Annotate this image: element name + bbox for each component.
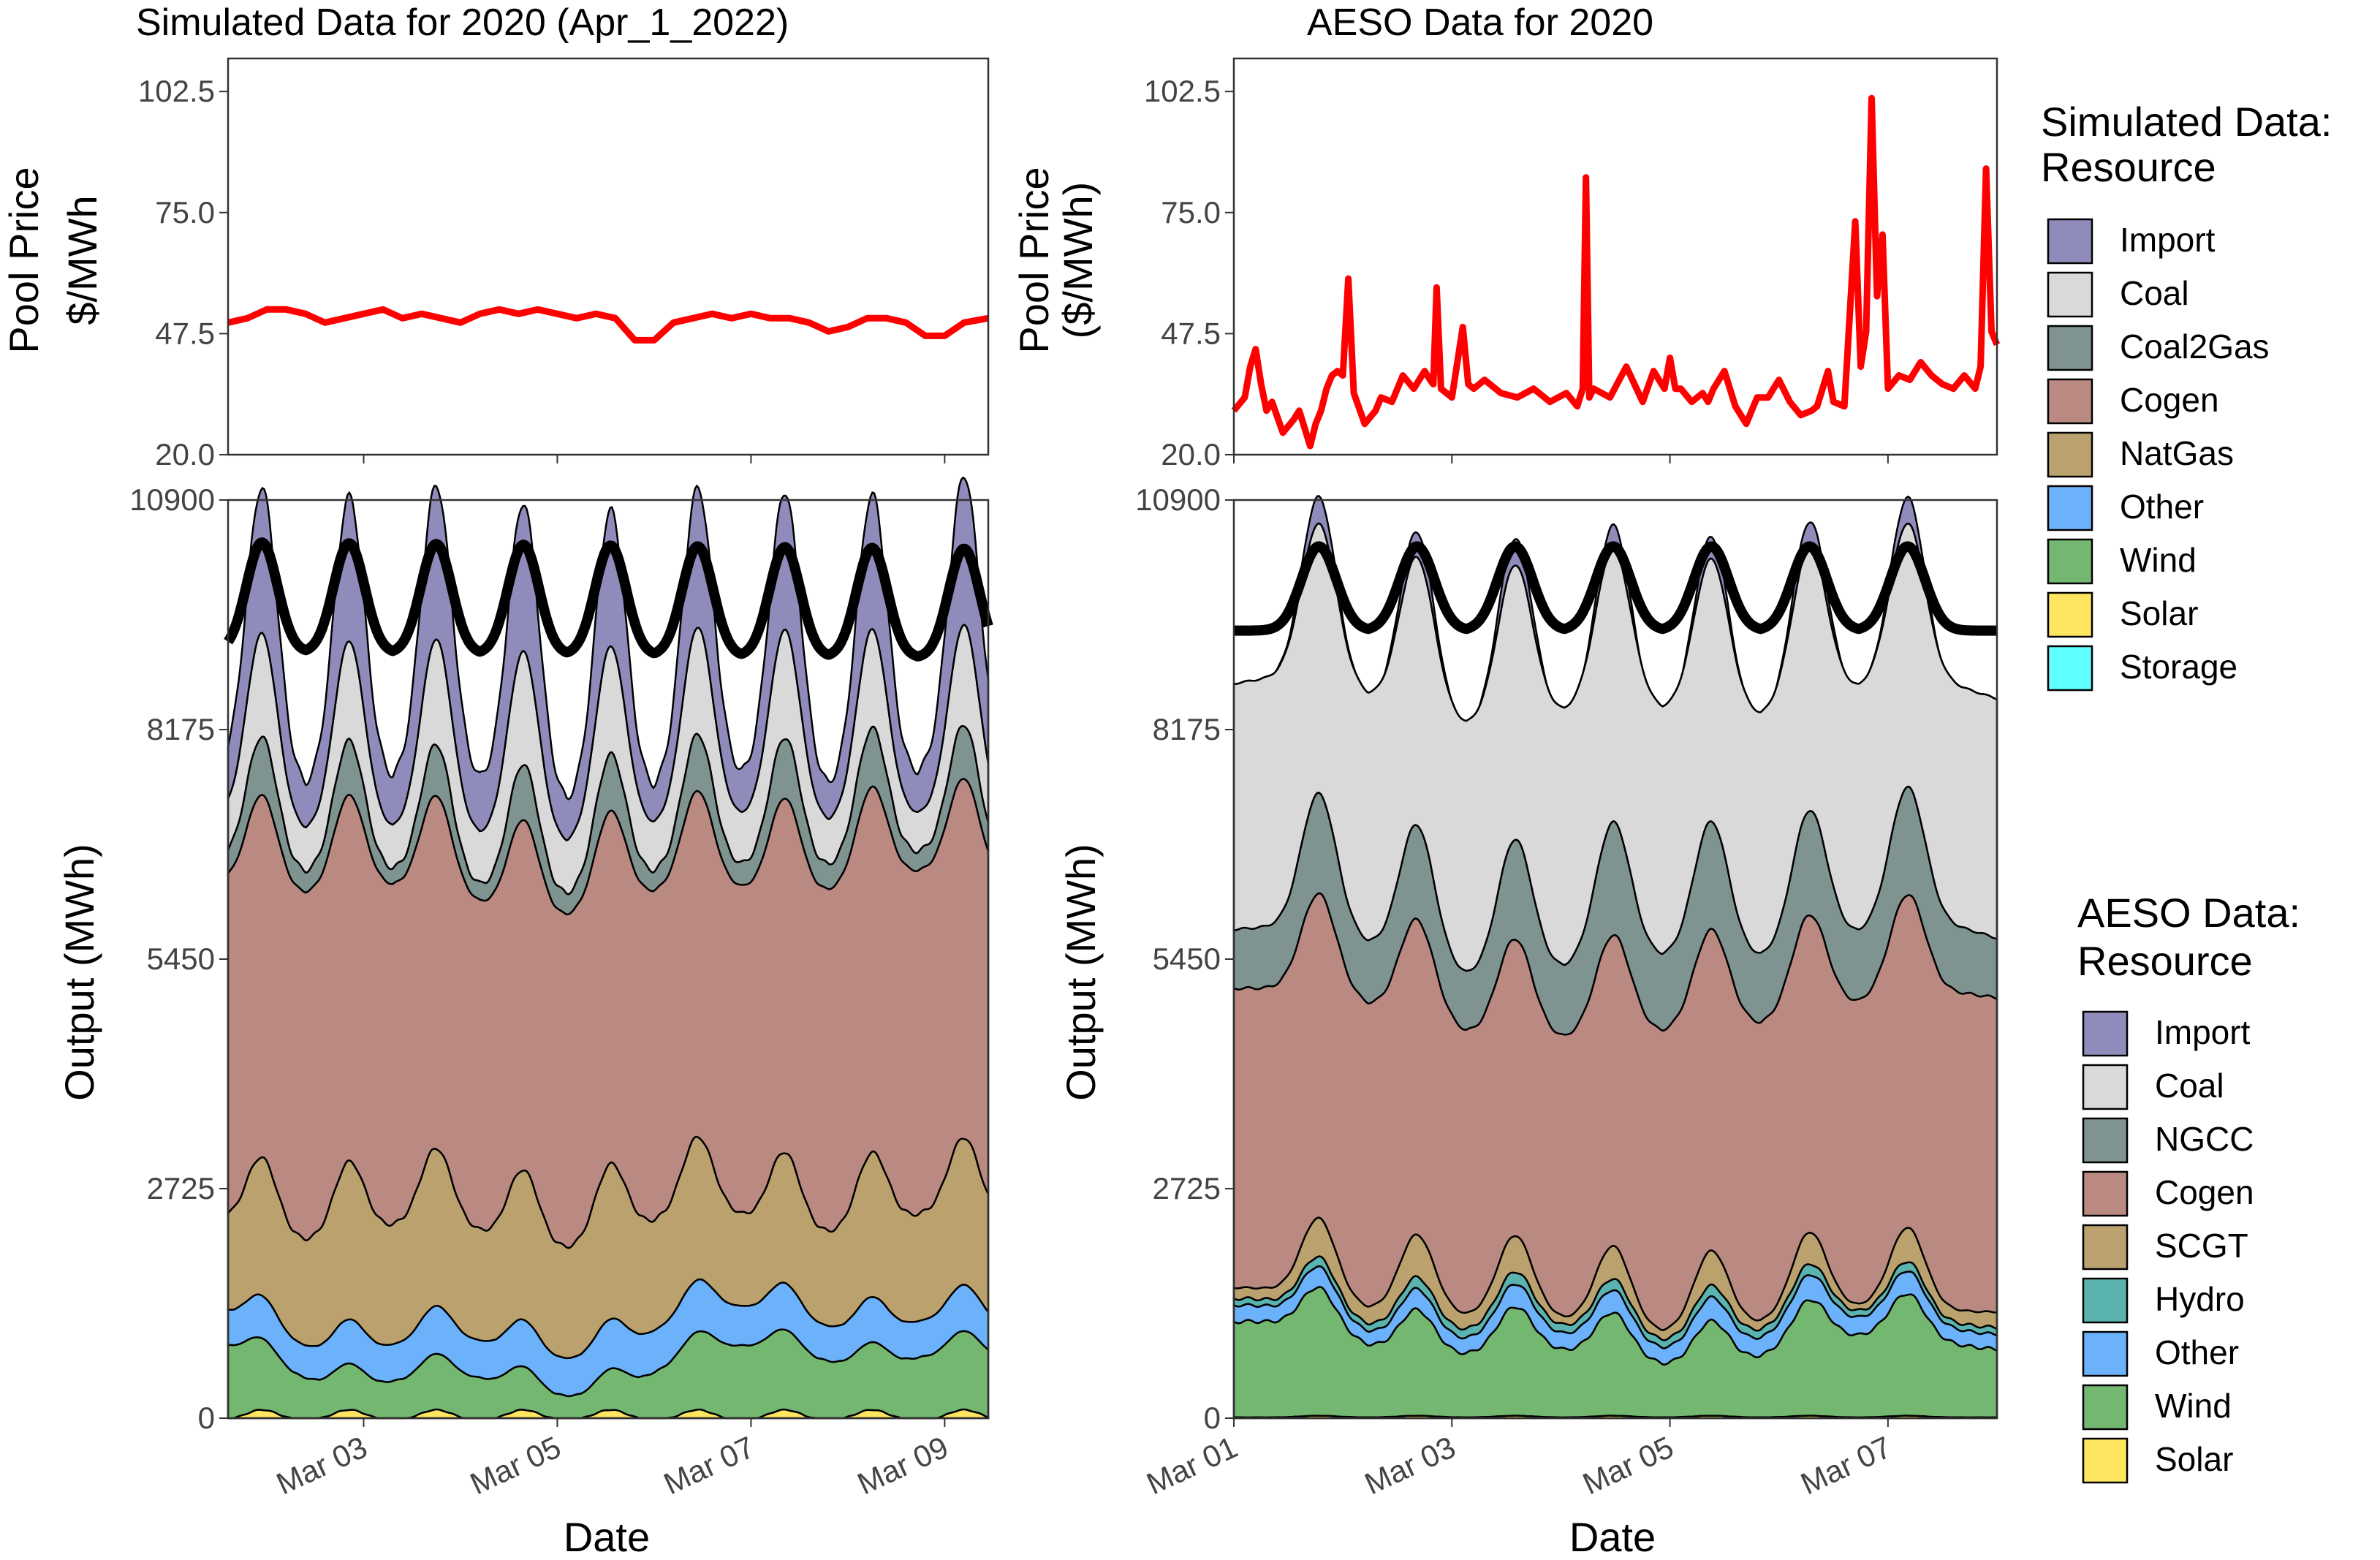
y-tick-label: 5450 [147,942,215,976]
y-tick-label: 75.0 [1161,195,1221,230]
legend-label: Coal [2120,274,2189,312]
y-tick-label: 8175 [1153,712,1221,746]
legend-label: Coal2Gas [2120,327,2270,366]
legend-label: NatGas [2120,434,2234,472]
aeso-output-panel: 0 2725 5450 8175 10900 Mar 01 Mar 03 Mar 05 Mar … [1135,482,2001,1502]
legend-swatch [2047,325,2093,371]
legend-swatch [2082,1384,2129,1431]
legend-label: Storage [2120,648,2237,686]
simulated-price-panel: 20.0 47.5 75.0 102.5 [138,57,990,472]
legend-label: Other [2120,488,2204,526]
y-tick-label: 47.5 [155,316,215,350]
x-tick-label: Mar 03 [271,1430,372,1502]
panel-border [227,57,990,456]
legend-label: Other [2155,1333,2239,1371]
y-tick-label: 102.5 [1144,74,1221,108]
x-tick-label: Mar 01 [1141,1430,1242,1502]
legend-label: SCGT [2155,1227,2248,1265]
right-x-label: Date [1569,1514,1656,1560]
legend-label: Cogen [2120,381,2219,419]
legend-swatch [2047,378,2093,425]
y-tick-label: 75.0 [155,195,215,230]
left-x-label: Date [564,1514,650,1560]
demand-line [224,537,993,662]
panel-border [227,499,990,1420]
panel-border [1232,57,1998,456]
legend-label: Import [2120,221,2216,259]
right-price-ylabel: Pool Price [1011,167,1057,353]
aeso-legend: AESO Data: Resource Import Coal NGCC Cogen S… [2077,890,2300,1484]
aeso-legend-title: AESO Data: [2077,890,2300,936]
legend-swatch [2047,538,2093,585]
left-panel-title: Simulated Data for 2020 (Apr_1_2022) [136,1,789,44]
legend-swatch [2047,591,2093,638]
x-tick-label: Mar 07 [1795,1430,1896,1502]
legend-swatch [2082,1330,2129,1377]
legend-label: Hydro [2155,1280,2245,1318]
left-output-ylabel: Output (MWh) [56,844,102,1101]
legend-swatch [2082,1437,2129,1484]
y-tick-label: 0 [198,1401,215,1435]
x-tick-label: Mar 07 [659,1430,759,1502]
simulated-legend: Simulated Data: Resource Import Coal Coal2… [2041,99,2332,692]
simulated-legend-subtitle: Resource [2041,144,2216,190]
legend-label: Wind [2120,541,2197,579]
legend-swatch [2047,218,2093,265]
legend-label: Solar [2155,1440,2233,1478]
right-output-ylabel: Output (MWh) [1058,844,1104,1101]
legend-label: Import [2155,1013,2251,1051]
y-tick-label: 0 [1204,1401,1221,1435]
y-tick-label: 2725 [1153,1171,1221,1205]
y-tick-label: 10900 [1135,482,1221,517]
left-price-ylabel: Pool Price [1,167,47,353]
aeso-price-panel: 20.0 47.5 75.0 102.5 [1144,57,2001,472]
x-tick-label: Mar 03 [1360,1430,1460,1502]
simulated-output-panel: 0 2725 5450 8175 10900 Mar 03 Mar 05 Mar 07 Mar … [129,476,993,1502]
legend-swatch [2082,1170,2129,1217]
legend-swatch [2047,485,2093,531]
x-tick-label: Mar 09 [852,1430,953,1502]
y-tick-label: 102.5 [138,74,215,108]
legend-swatch [2082,1010,2129,1057]
x-tick-label: Mar 05 [465,1430,566,1502]
legend-swatch [2082,1117,2129,1164]
legend-label: Cogen [2155,1173,2254,1211]
left-price-ylabel-unit: $/MWh [59,195,105,325]
legend-swatch [2082,1224,2129,1271]
price-line [1231,94,2001,450]
legend-label: Coal [2155,1067,2224,1105]
right-price-ylabel-unit: ($/MWh) [1055,182,1101,339]
legend-label: NGCC [2155,1120,2254,1158]
y-tick-label: 10900 [129,482,215,517]
legend-swatch [2047,645,2093,692]
y-tick-label: 2725 [147,1171,215,1205]
aeso-legend-subtitle: Resource [2077,938,2253,984]
legend-swatch [2082,1277,2129,1324]
y-tick-label: 20.0 [155,437,215,472]
simulated-legend-title: Simulated Data: [2041,99,2332,145]
y-tick-label: 47.5 [1161,316,1221,350]
legend-swatch [2047,431,2093,478]
y-tick-label: 8175 [147,712,215,746]
price-line [227,306,989,344]
x-tick-label: Mar 05 [1577,1430,1678,1502]
legend-label: Wind [2155,1387,2232,1425]
y-tick-label: 20.0 [1161,437,1221,472]
legend-label: Solar [2120,594,2198,632]
panel-border [1232,499,1998,1420]
y-tick-label: 5450 [1153,942,1221,976]
demand-line [1230,541,2001,636]
right-panel-title: AESO Data for 2020 [1307,1,1653,44]
legend-swatch [2082,1064,2129,1110]
legend-swatch [2047,271,2093,318]
panel-background [228,58,988,455]
